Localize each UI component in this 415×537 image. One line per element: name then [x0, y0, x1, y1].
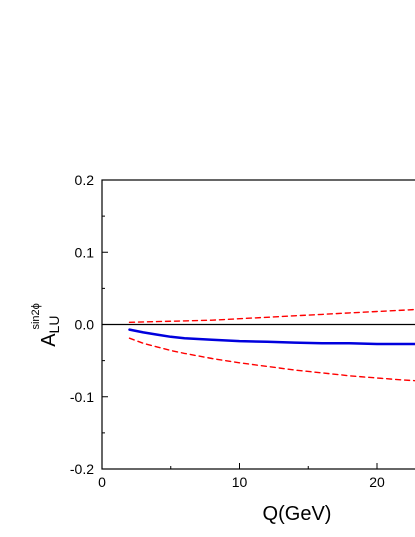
y-tick-label: -0.1 [70, 389, 94, 405]
series-line-3 [128, 337, 415, 382]
series-line-1 [128, 328, 415, 346]
series-line-2 [128, 308, 415, 323]
axes [101, 179, 415, 470]
y-tick-label: -0.2 [70, 461, 94, 477]
y-tick-label: 0.0 [75, 317, 95, 333]
y-axis-title-superscript: sin2ϕ [30, 303, 42, 329]
y-axis-title: ALU sin2ϕ [30, 303, 62, 347]
x-axis-title: Q(GeV) [263, 503, 332, 525]
y-tick-label: 0.2 [75, 172, 95, 188]
y-tick-label: 0.1 [75, 244, 95, 260]
x-tick-label: 20 [369, 474, 385, 490]
tick-labels: -0.2 -0.1 0.0 0.1 0.2 0 10 20 [70, 172, 385, 490]
x-tick-label: 0 [98, 474, 106, 490]
x-tick-label: 10 [232, 474, 248, 490]
series-layer [128, 308, 415, 382]
y-axis-title-main: A [38, 333, 60, 347]
y-axis-title-subscript: LU [46, 316, 62, 334]
svg-text:ALUsin2ϕ: ALU sin2ϕ [30, 303, 62, 347]
